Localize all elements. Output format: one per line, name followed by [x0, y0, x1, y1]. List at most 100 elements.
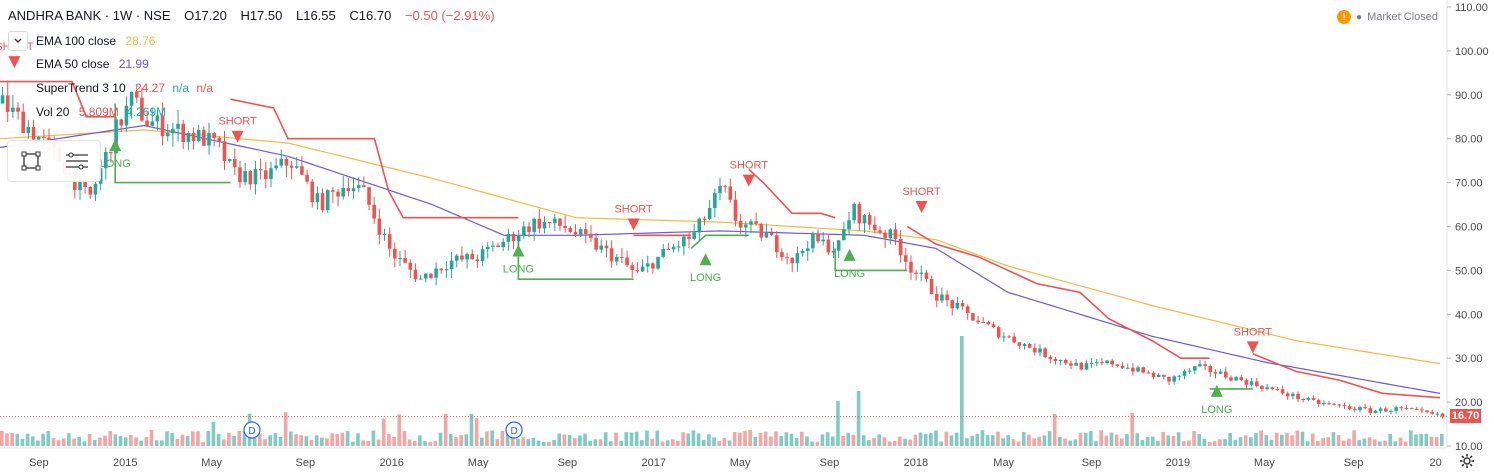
market-status[interactable]: ! ● Market Closed: [1337, 10, 1438, 24]
volume-bar: [1181, 441, 1186, 446]
volume-bar: [1197, 433, 1202, 446]
supertrend-legend[interactable]: SuperTrend 3 10 24.27 n/a n/a: [36, 81, 213, 95]
candle-body: [1058, 359, 1063, 362]
candle-body: [532, 218, 536, 232]
candle-body: [1012, 336, 1016, 343]
supertrend-extra1: n/a: [172, 81, 190, 95]
candle-body: [728, 186, 733, 200]
candle-body: [620, 257, 624, 259]
volume-bar: [211, 421, 216, 446]
candle-body: [1146, 372, 1151, 374]
candle-body: [83, 179, 87, 188]
rectangle-tool-button[interactable]: [16, 146, 46, 176]
volume-bar: [505, 433, 510, 446]
volume-bar: [1378, 441, 1382, 446]
collapse-legend-button[interactable]: [8, 31, 28, 51]
candle-body: [165, 132, 170, 137]
dividend-marker-label: D: [510, 426, 517, 437]
candle-body: [805, 248, 810, 251]
volume-bar: [578, 435, 582, 446]
candle-body: [1120, 366, 1125, 369]
short-signal-label: SHORT: [614, 204, 653, 216]
candle-body: [248, 171, 253, 185]
volume-bar: [387, 433, 391, 446]
volume-bar: [428, 441, 433, 446]
candle-body: [713, 193, 717, 208]
volume-bar: [1001, 438, 1005, 446]
candle-body: [1399, 407, 1404, 409]
open-value: O17.20: [184, 8, 227, 23]
candle-body: [914, 272, 918, 274]
volume-bar: [485, 431, 489, 446]
candle-body: [1311, 398, 1316, 400]
candle-body: [1105, 360, 1109, 363]
time-tick-label: 20: [1430, 457, 1442, 469]
candle-body: [754, 221, 758, 224]
supertrend-long-line: [690, 234, 749, 249]
gear-icon[interactable]: [1459, 453, 1475, 469]
candle-body: [501, 241, 506, 248]
time-tick-label: 2015: [113, 457, 137, 469]
time-tick-label: May: [201, 457, 222, 469]
volume-bar: [701, 439, 706, 446]
candle-body: [238, 167, 242, 183]
candle-body: [336, 191, 340, 197]
candle-body: [1094, 362, 1099, 364]
volume-bar: [129, 434, 133, 446]
candle-body: [78, 179, 82, 190]
candle-body: [1089, 362, 1094, 364]
volume-bar: [1331, 432, 1336, 446]
volume-bar: [139, 440, 143, 446]
volume-bar: [825, 432, 830, 446]
candle-body: [16, 107, 20, 112]
candle-body: [604, 245, 609, 249]
lines-tool-button[interactable]: [62, 146, 92, 176]
volume-bar: [846, 432, 851, 446]
volume-bar: [856, 391, 861, 446]
candle-body: [1260, 386, 1264, 390]
price-tick-label: 60.00: [1455, 222, 1483, 234]
volume-bar: [1357, 440, 1362, 446]
candle-body: [1285, 393, 1290, 397]
volume-bar: [1212, 441, 1217, 446]
candle-body: [1115, 364, 1120, 367]
ema50-legend[interactable]: EMA 50 close 21.99: [36, 57, 149, 71]
candle-body: [155, 115, 160, 122]
candle-body: [1022, 344, 1027, 346]
candle-body: [145, 120, 149, 126]
candle-body: [955, 302, 960, 309]
candle-body: [1249, 381, 1254, 385]
symbol-title[interactable]: ANDHRA BANK · 1W · NSE: [8, 8, 171, 23]
candle-body: [1033, 347, 1037, 353]
volume-bar: [562, 434, 567, 446]
volume-bar: [836, 401, 840, 446]
volume-bar: [970, 435, 974, 446]
candle-body: [1239, 377, 1244, 381]
candle-body: [1347, 406, 1352, 410]
volume-legend[interactable]: Vol 20 5.809M 4.269M: [36, 105, 166, 119]
candle-body: [227, 159, 232, 162]
candle-body: [1337, 404, 1342, 406]
volume-bar: [289, 431, 293, 446]
volume-bar: [165, 431, 169, 446]
volume-bar: [227, 432, 231, 446]
volume-bar: [1145, 436, 1150, 446]
candle-body: [1420, 409, 1424, 411]
volume-bar: [273, 433, 278, 446]
volume-bar: [397, 414, 402, 446]
volume-bar: [603, 432, 608, 446]
candle-body: [718, 186, 722, 194]
last-price-label: 16.70: [1450, 409, 1481, 423]
candle-body: [1125, 367, 1130, 369]
supertrend-short-line: [1252, 353, 1441, 399]
volume-bar: [593, 439, 598, 446]
volume-bar: [670, 439, 675, 446]
ema100-legend[interactable]: EMA 100 close 28.76: [36, 34, 155, 48]
volume-bar: [1099, 430, 1103, 446]
volume-bar: [1089, 431, 1093, 446]
candle-body: [759, 223, 764, 238]
time-tick-label: May: [468, 457, 489, 469]
volume-bar: [1223, 439, 1227, 446]
volume-bar: [1310, 433, 1315, 446]
